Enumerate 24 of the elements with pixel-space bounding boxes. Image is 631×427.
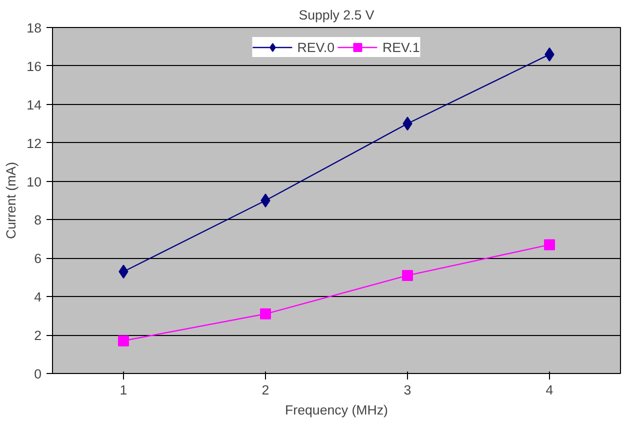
y-tick-label: 8 xyxy=(34,212,42,228)
y-tick-label: 2 xyxy=(34,328,42,344)
point xyxy=(544,239,555,250)
point xyxy=(402,270,413,281)
point xyxy=(260,308,271,320)
x-axis-title: Frequency (MHz) xyxy=(285,402,388,418)
point xyxy=(118,335,129,346)
y-tick-label: 14 xyxy=(26,97,42,112)
point xyxy=(260,194,270,208)
y-tick-label: 4 xyxy=(34,290,42,305)
y-tick-label: 10 xyxy=(26,174,42,190)
chart-title: Supply 2.5 V xyxy=(298,8,374,22)
y-tick-label: 16 xyxy=(26,58,42,74)
y-axis-title: Current (mA) xyxy=(4,162,19,240)
x-tick-label: 2 xyxy=(262,382,270,398)
x-tick-label: 4 xyxy=(546,382,554,398)
x-tick-label: 3 xyxy=(404,382,412,398)
y-tick-label: 0 xyxy=(34,366,42,382)
legend-label: REV.1 xyxy=(382,40,420,54)
y-tick-label: 18 xyxy=(26,20,42,36)
y-tick-label: 12 xyxy=(26,136,42,151)
y-tick-label: 6 xyxy=(34,251,42,266)
legend-label: REV.0 xyxy=(297,40,334,54)
x-tick-label: 1 xyxy=(120,382,128,398)
